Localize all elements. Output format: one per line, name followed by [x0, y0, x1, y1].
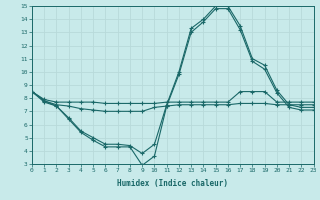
- X-axis label: Humidex (Indice chaleur): Humidex (Indice chaleur): [117, 179, 228, 188]
